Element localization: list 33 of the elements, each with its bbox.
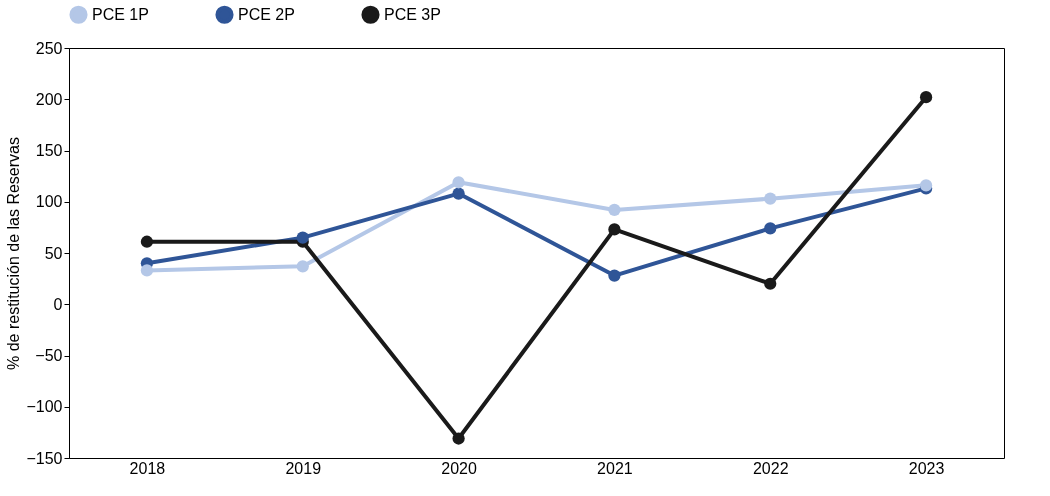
point [140, 264, 154, 277]
point [140, 235, 154, 248]
y-tick-label: 250 [35, 39, 63, 57]
point [764, 192, 777, 205]
x-tick-label: 2021 [597, 459, 633, 477]
x-tick-label: 2019 [285, 459, 322, 477]
x-tick-label: 2023 [908, 459, 945, 477]
x-tick-label: 2022 [752, 459, 789, 477]
y-tick-label: 50 [44, 244, 63, 262]
point [608, 203, 621, 217]
point [919, 91, 933, 104]
point [764, 222, 777, 235]
point [452, 176, 465, 189]
legend-label: PCE 2P [238, 5, 295, 23]
y-tick-label: 100 [35, 193, 63, 211]
point [764, 277, 777, 290]
point [452, 432, 465, 445]
y-tick-label: 200 [35, 90, 63, 108]
y-tick-label: −50 [35, 347, 63, 364]
x-tick-label: 2018 [129, 459, 166, 477]
y-tick-label: 150 [35, 142, 63, 159]
point [296, 260, 309, 273]
legend-label: PCE 3P [384, 5, 441, 23]
y-axis-title: % de restitución de las Reservas [5, 137, 23, 370]
point [608, 269, 621, 282]
point [296, 231, 309, 244]
y-tick-label: −150 [26, 449, 63, 467]
legend-label: PCE 1P [92, 5, 149, 23]
point [608, 223, 621, 236]
point [452, 187, 465, 200]
y-tick-label: −100 [26, 398, 63, 416]
y-tick-label: 0 [53, 295, 63, 313]
x-tick-label: 2020 [441, 459, 477, 477]
